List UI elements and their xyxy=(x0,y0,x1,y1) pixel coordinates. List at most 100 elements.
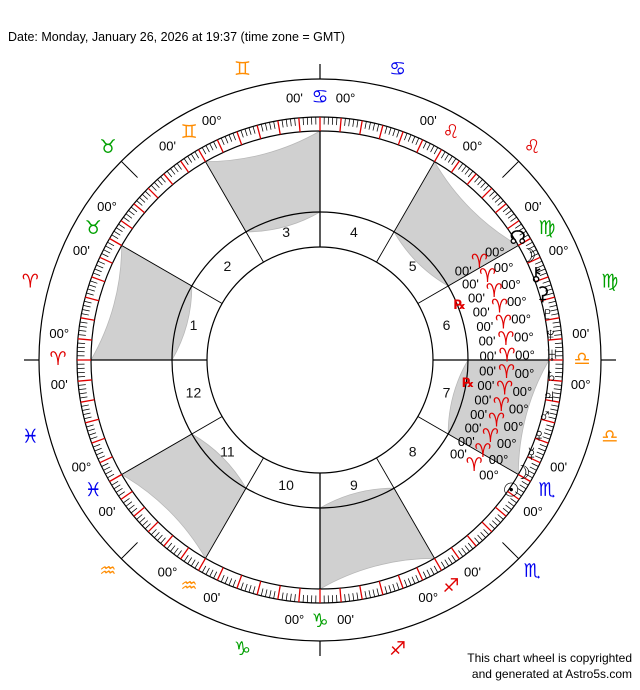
degree-tick-minor xyxy=(125,501,133,507)
cusp-degree-cancer: 00° xyxy=(336,91,356,106)
planet-degree-moon-2: 00° xyxy=(489,452,509,467)
degree-tick-minor xyxy=(187,155,193,163)
degree-tick-minor xyxy=(83,304,91,308)
degree-tick-minor xyxy=(480,182,486,189)
degree-tick-major xyxy=(481,187,493,199)
degree-tick-minor xyxy=(160,537,166,544)
cusp-sign-glyph-capricorn: ♑ xyxy=(311,611,328,632)
planet-retrograde-chiron: ℞ xyxy=(454,297,466,312)
degree-tick-minor xyxy=(139,197,146,203)
degree-tick-major xyxy=(120,220,133,230)
degree-tick-minor xyxy=(433,147,439,155)
degree-tick-minor xyxy=(90,436,98,440)
cusp-sign-glyph-cancer: ♋ xyxy=(311,87,328,108)
degree-tick-minor xyxy=(519,484,527,490)
planet-sign-uranus: ♈ xyxy=(498,346,515,367)
planet-glyph-mars: ♂ xyxy=(538,406,552,427)
degree-tick-minor xyxy=(451,158,457,165)
degree-tick-minor xyxy=(497,200,504,206)
planet-sign-ceres: ♈ xyxy=(491,297,508,318)
degree-tick-minor xyxy=(483,184,490,191)
degree-tick-minor xyxy=(79,392,87,395)
degree-tick-minor xyxy=(93,444,101,448)
planet-sign-mercury: ♈ xyxy=(482,426,499,447)
degree-tick-minor xyxy=(105,245,113,250)
outer-sign-glyph-capricorn: ♑ xyxy=(234,639,251,660)
degree-tick-minor xyxy=(81,313,89,316)
degree-tick-minor xyxy=(81,404,89,407)
degree-tick-minor xyxy=(543,432,552,436)
degree-tick-minor xyxy=(173,547,179,555)
planet-degree-mars: 00° xyxy=(509,402,529,417)
degree-tick-minor xyxy=(154,182,160,189)
degree-tick-minor xyxy=(521,480,529,486)
degree-tick-minor xyxy=(78,384,86,386)
degree-tick-minor xyxy=(440,151,446,159)
cusp-degree-taurus: 00° xyxy=(97,199,117,214)
degree-tick-minor xyxy=(94,268,102,273)
degree-tick-minor xyxy=(554,334,562,336)
degree-tick-minor xyxy=(205,567,210,575)
degree-tick-major xyxy=(180,547,190,560)
degree-tick-major xyxy=(91,276,106,283)
degree-tick-minor xyxy=(142,194,149,200)
degree-tick-minor xyxy=(269,122,272,130)
degree-tick-minor xyxy=(78,334,86,336)
degree-tick-minor xyxy=(84,416,92,420)
degree-tick-minor xyxy=(97,260,106,265)
degree-tick-minor xyxy=(507,501,515,507)
degree-tick-minor xyxy=(136,514,143,520)
copyright-credit: This chart wheel is copyrighted and gene… xyxy=(467,650,632,682)
degree-tick-minor xyxy=(213,141,218,149)
degree-tick-minor xyxy=(96,451,104,456)
degree-tick-minor xyxy=(529,466,537,471)
degree-tick-minor xyxy=(86,292,94,296)
degree-tick-major xyxy=(298,588,301,603)
degree-tick-minor xyxy=(458,163,464,170)
degree-tick-minor xyxy=(411,136,416,144)
house-cusp-line-8 xyxy=(417,416,519,475)
degree-tick-major xyxy=(397,131,404,146)
degree-tick-minor xyxy=(552,321,561,324)
degree-tick-minor xyxy=(232,133,236,141)
degree-tick-minor xyxy=(224,576,229,584)
degree-tick-major xyxy=(433,149,443,163)
degree-tick-minor xyxy=(480,531,486,538)
degree-tick-minor xyxy=(157,179,163,186)
degree-tick-minor xyxy=(527,470,535,475)
degree-tick-minor xyxy=(396,130,400,138)
degree-tick-minor xyxy=(150,184,157,191)
outer-sign-glyph-scorpio: ♏ xyxy=(524,561,541,582)
degree-tick-major xyxy=(277,120,281,135)
planet-degree-venus: 00° xyxy=(504,419,524,434)
degree-ticks xyxy=(77,117,563,603)
planet-minute-chiron: 00' xyxy=(468,290,485,305)
planet-degree-sun: 00° xyxy=(479,468,499,483)
degree-tick-major xyxy=(77,338,92,341)
planet-sign-chiron: ♈ xyxy=(486,281,503,302)
degree-tick-minor xyxy=(548,300,556,304)
degree-tick-minor xyxy=(543,284,552,288)
cusp-minute-leo: 00' xyxy=(420,113,437,128)
planet-degree-north-node: 00° xyxy=(485,244,505,259)
degree-tick-minor xyxy=(84,300,92,304)
degree-tick-major xyxy=(163,535,174,547)
planet-sign-moon-2: ♈ xyxy=(474,441,491,462)
degree-tick-major xyxy=(534,276,549,283)
degree-tick-minor xyxy=(388,585,392,593)
degree-tick-minor xyxy=(248,127,252,135)
degree-tick-minor xyxy=(542,280,550,284)
degree-tick-major xyxy=(507,490,520,500)
degree-tick-minor xyxy=(525,473,533,479)
planet-glyph-pluto: ♇ xyxy=(540,304,554,325)
outer-division-tick xyxy=(120,160,138,178)
sign-sector-aries xyxy=(90,244,193,361)
house-cusp-line-9 xyxy=(376,457,435,559)
degree-tick-minor xyxy=(407,578,412,586)
degree-tick-major xyxy=(545,399,560,403)
degree-tick-major xyxy=(339,117,342,132)
planet-glyph-ceres: ⚳ xyxy=(536,284,550,305)
degree-tick-minor xyxy=(166,170,173,178)
degree-tick-minor xyxy=(101,253,109,258)
degree-tick-minor xyxy=(209,143,214,151)
